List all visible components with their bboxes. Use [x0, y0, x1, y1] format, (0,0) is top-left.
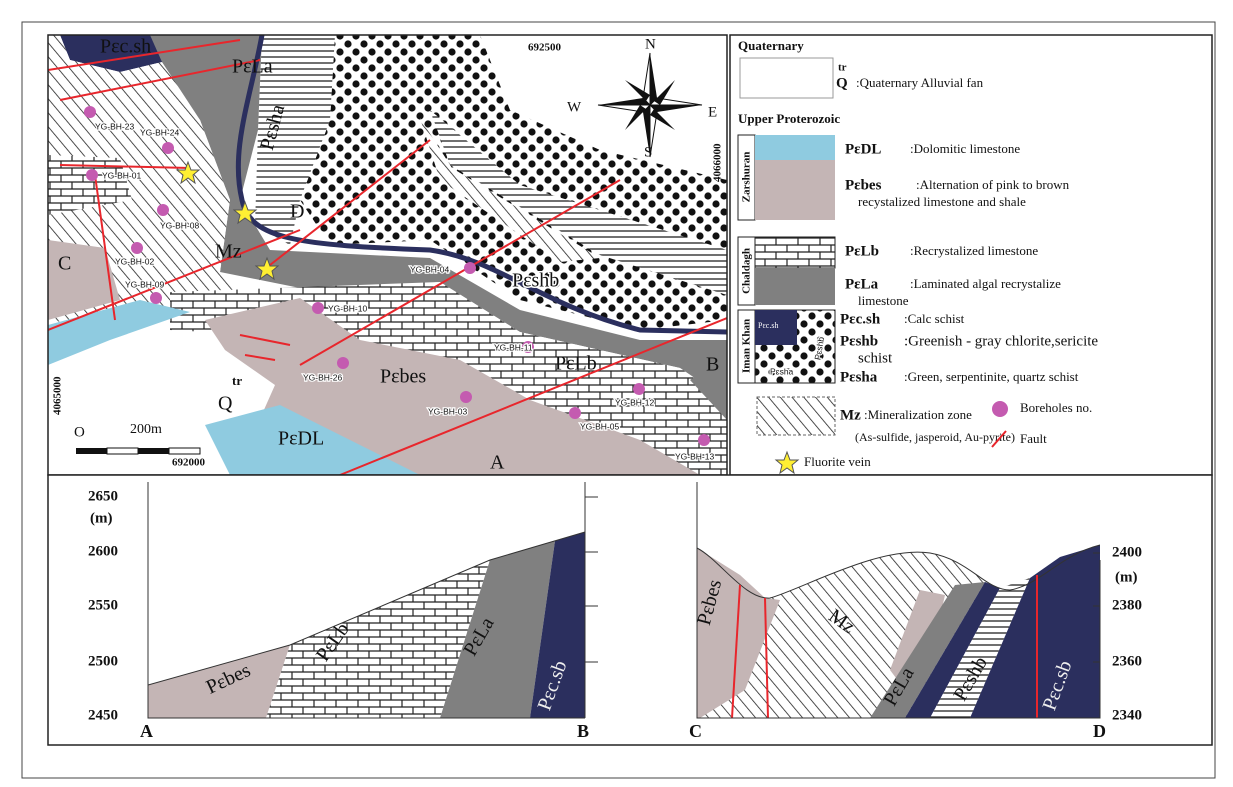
legend-heading: Upper Proterozoic	[738, 111, 840, 126]
borehole-label: YG-BH-13	[675, 451, 714, 461]
unit-label: Q	[218, 393, 233, 415]
borehole-label: YG-BH-04	[410, 264, 449, 274]
legend-symbol: PɛLa	[845, 276, 879, 292]
y-tick-label: 2650	[88, 488, 118, 504]
borehole-label: YG-BH-10	[328, 303, 367, 313]
swatch-label: Pɛc.sh	[758, 321, 778, 330]
legend-text: schist	[858, 350, 893, 366]
borehole-label: YG-BH-03	[428, 406, 467, 416]
borehole-label: YG-BH-02	[115, 256, 154, 266]
legend-text: (As-sulfide, jasperoid, Au-pyrite)	[855, 430, 1015, 444]
borehole-label: YG-BH-05	[580, 421, 619, 431]
compass-label: S	[644, 144, 652, 160]
legend-symbol: Pɛshb	[840, 333, 878, 349]
legend-symbol: tr	[838, 62, 847, 74]
unit-label: PɛLa	[232, 56, 273, 78]
figure: YG-BH-23 YG-BH-24 YG-BH-01 YG-BH-08 YG-B…	[0, 0, 1233, 787]
borehole-label: YG-BH-09	[125, 279, 164, 289]
legend-borehole-symbol	[992, 401, 1008, 417]
grid-label: 692500	[528, 42, 562, 54]
scale-label: 200m	[130, 422, 162, 437]
unit-label: Pɛshb	[512, 270, 559, 292]
y-tick-label: 2400	[1112, 544, 1142, 560]
section-point: C	[58, 253, 71, 275]
section-end: B	[577, 721, 589, 741]
legend-group: Zarshuran	[741, 152, 753, 203]
legend-text: limestone	[858, 293, 909, 308]
legend-text: :Mineralization zone	[864, 407, 972, 422]
legend-text: :Laminated algal recrystalize	[910, 276, 1061, 291]
legend-symbol: Pɛbes	[845, 177, 882, 193]
axis-unit: (m)	[1115, 569, 1138, 585]
axis-unit: (m)	[90, 510, 113, 526]
legend-text: Fluorite vein	[804, 454, 871, 469]
borehole-label: YG-BH-01	[102, 170, 141, 180]
unit-label: Pɛbes	[380, 366, 426, 388]
y-tick-label: 2600	[88, 543, 118, 559]
grid-label: 4065000	[52, 376, 64, 415]
unit-label: tr	[232, 373, 242, 388]
section-point: A	[490, 452, 505, 474]
legend-group: Iman Khan	[741, 319, 753, 373]
compass-label: E	[708, 104, 717, 120]
borehole-label: YG-BH-24	[140, 127, 179, 137]
section-end: C	[689, 721, 702, 741]
compass-label: N	[645, 36, 656, 52]
grid-label: 692000	[172, 457, 206, 469]
legend-text: recystalized limestone and shale	[858, 194, 1026, 209]
y-tick-label: 2550	[88, 597, 118, 613]
legend-text: Fault	[1020, 431, 1047, 446]
legend-group: Chaldagh	[741, 248, 753, 294]
borehole-label: YG-BH-11	[494, 342, 533, 352]
y-tick-label: 2450	[88, 707, 118, 723]
y-tick-label: 2340	[1112, 707, 1142, 723]
legend-symbol: PɛDL	[845, 141, 881, 157]
borehole-label: YG-BH-23	[95, 121, 134, 131]
swatch-label: Pɛsha	[770, 366, 794, 376]
legend-symbol: Pɛc.sh	[840, 311, 881, 327]
legend-text: :Quaternary Alluvial fan	[856, 75, 984, 90]
y-tick-label: 2380	[1112, 597, 1142, 613]
legend-text: :Calc schist	[904, 311, 965, 326]
legend-text: :Alternation of pink to brown	[916, 177, 1070, 192]
section-end: A	[140, 721, 153, 741]
map-area: YG-BH-23 YG-BH-24 YG-BH-01 YG-BH-08 YG-B…	[48, 35, 727, 475]
legend-symbol: Mz	[840, 407, 861, 423]
grid-label: 4066000	[712, 143, 724, 182]
scale-label: O	[74, 424, 85, 440]
legend-text: :Dolomitic limestone	[910, 141, 1020, 156]
legend-text: :Green, serpentinite, quartz schist	[904, 369, 1079, 384]
borehole-label: YG-BH-12	[615, 397, 654, 407]
section-end: D	[1093, 721, 1106, 741]
legend-symbol: Q	[836, 75, 848, 91]
legend-symbol: Pɛsha	[840, 369, 878, 385]
borehole-label: YG-BH-26	[303, 372, 342, 382]
unit-label: Pɛc.sh	[100, 36, 151, 58]
unit-label: Mz	[215, 241, 242, 263]
y-tick-label: 2500	[88, 653, 118, 669]
legend-symbol: PɛLb	[845, 243, 879, 259]
unit-label: D	[290, 201, 304, 223]
section-point: B	[706, 354, 719, 376]
y-tick-label: 2360	[1112, 653, 1142, 669]
legend-text: :Greenish - gray chlorite,sericite	[904, 333, 1098, 349]
legend-text: Boreholes no.	[1020, 400, 1092, 415]
legend-heading: Quaternary	[738, 38, 804, 53]
unit-label: PɛLb	[555, 353, 597, 375]
legend-text: :Recrystalized limestone	[910, 243, 1038, 258]
compass-label: W	[567, 99, 582, 115]
unit-label: PɛDL	[278, 428, 324, 450]
borehole-label: YG-BH-08	[160, 220, 199, 230]
